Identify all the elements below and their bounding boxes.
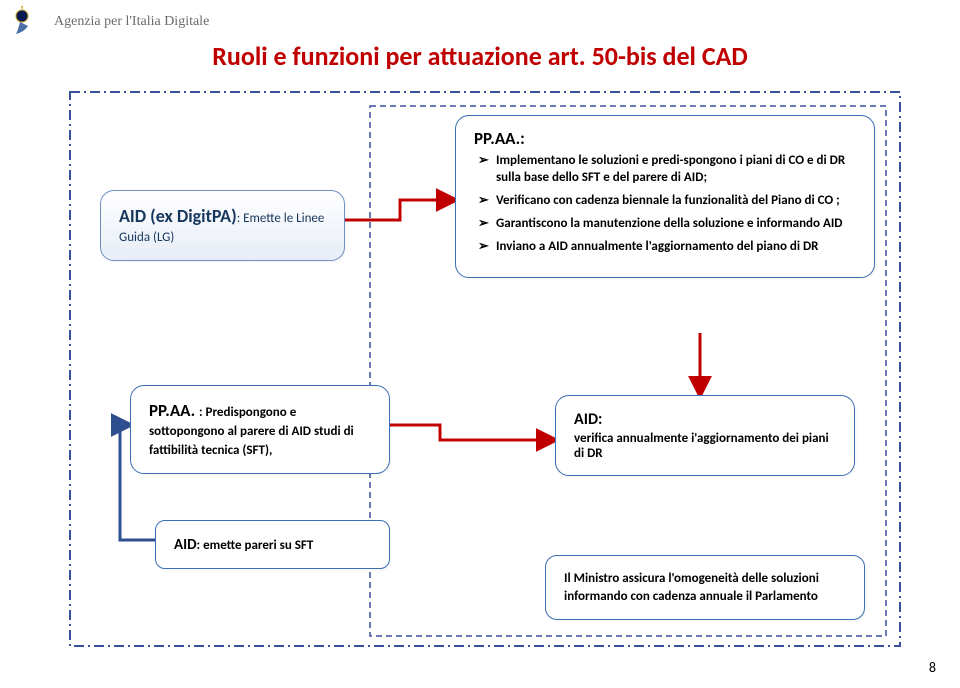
- ppaa-pred-title: PP.AA.: [149, 400, 199, 421]
- agency-logo: [10, 4, 46, 40]
- aid-verifica-title: AID:: [574, 410, 602, 429]
- ministro-box: Il Ministro assicura l'omogeneità delle …: [545, 555, 865, 620]
- aid-pareri-body: : emette pareri su SFT: [197, 538, 314, 553]
- page-title: Ruoli e funzioni per attuazione art. 50-…: [0, 40, 960, 72]
- aid-emette-title: AID (ex DigitPA): [119, 205, 237, 227]
- ministro-text: Il Ministro assicura l'omogeneità delle …: [564, 570, 846, 605]
- header: Agenzia per l'Italia Digitale: [0, 0, 219, 44]
- aid-emette-box: AID (ex DigitPA): Emette le Linee Guida …: [100, 190, 345, 261]
- ppaa-main-list: Implementano le soluzioni e predi-spongo…: [474, 153, 856, 255]
- agency-name: Agenzia per l'Italia Digitale: [54, 14, 209, 30]
- ppaa-item: Verificano con cadenza biennale la funzi…: [478, 193, 856, 210]
- page-number: 8: [929, 659, 936, 676]
- aid-verifica-body: verifica annualmente i'aggiornamento dei…: [574, 431, 836, 461]
- ppaa-main-box: PP.AA.: Implementano le soluzioni e pred…: [455, 115, 875, 278]
- ppaa-item: Inviano a AID annualmente l'aggiornament…: [478, 239, 856, 256]
- ppaa-pred-box: PP.AA. : Predispongono e sottopongono al…: [130, 385, 390, 474]
- ppaa-item: Implementano le soluzioni e predi-spongo…: [478, 153, 856, 187]
- ppaa-item: Garantiscono la manutenzione della soluz…: [478, 216, 856, 233]
- aid-pareri-title: AID: [174, 536, 197, 554]
- aid-verifica-box: AID: verifica annualmente i'aggiornament…: [555, 395, 855, 476]
- ppaa-main-title: PP.AA.:: [474, 128, 856, 149]
- aid-pareri-box: AID: emette pareri su SFT: [155, 520, 390, 569]
